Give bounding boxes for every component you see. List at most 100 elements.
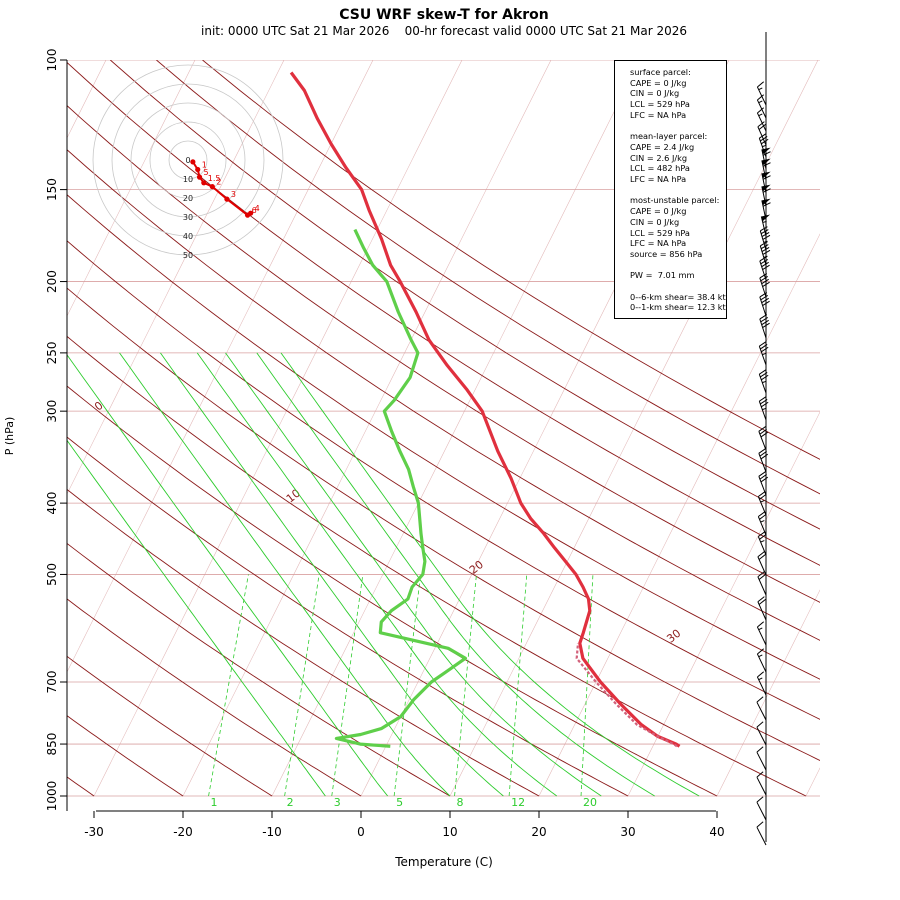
hodograph-point-label: 6 [252, 206, 257, 215]
barb-feather [761, 374, 769, 381]
hodograph-ring-label: 30 [183, 213, 193, 222]
isotherm-line [538, 233, 820, 797]
moist-adiabat-line [196, 352, 558, 797]
barb-feather [760, 295, 769, 301]
mixing-ratio-lines: 1 2 3 5 8 12 20 [67, 352, 700, 809]
wind-barb [759, 241, 771, 266]
mixing-ratio-line [208, 574, 249, 797]
y-tick-label: 250 [45, 341, 59, 364]
dry-adiabat-line [156, 60, 820, 495]
barb-pennant [761, 198, 771, 206]
mean-layer-cin: CIN = 2.6 J/kg [630, 152, 688, 163]
dry-adiabat-line [67, 488, 540, 797]
moist-adiabat-line [67, 354, 389, 797]
most-unstable-cape: CAPE = 0 J/kg [630, 206, 687, 217]
barb-shaft [756, 801, 767, 821]
hodograph-ring-label: 10 [183, 175, 193, 184]
wind-barb [757, 531, 767, 556]
barb-feather [760, 226, 768, 232]
barb-feather [757, 571, 765, 578]
barb-half-feather [760, 540, 765, 543]
isotherm-line [627, 411, 820, 797]
wind-barb [761, 171, 771, 194]
dry-adiabat-line [67, 436, 629, 797]
most-unstable-lcl: LCL = 529 hPa [630, 227, 690, 238]
hodograph-ring [92, 64, 284, 256]
barb-shaft [761, 173, 767, 194]
y-tick-label: 1000 [45, 781, 59, 812]
barb-shaft [756, 653, 767, 673]
barb-half-feather [762, 220, 767, 223]
chart-title: CSU WRF skew-T for Akron [339, 7, 549, 23]
barb-shaft [756, 676, 767, 696]
surface-lcl: LCL = 529 hPa [630, 99, 690, 110]
dry-adiabat-line [110, 60, 820, 530]
parcel-info-box: surface parcel: CAPE = 0 J/kg CIN = 0 J/… [614, 60, 727, 319]
mixing-ratio-label: 8 [457, 796, 464, 809]
wind-barb [756, 746, 767, 771]
sounding-series [289, 71, 681, 748]
hodograph-point-label: 3 [231, 190, 236, 199]
barb-feather [760, 317, 769, 323]
hodograph-point [195, 166, 201, 173]
barb-feather [761, 319, 769, 326]
dry-adiabat-line [67, 385, 718, 797]
isotherm-line [67, 60, 285, 495]
barb-feather [759, 493, 767, 500]
wind-barb [761, 158, 771, 181]
barb-half-feather [758, 100, 763, 104]
barb-shaft [756, 726, 767, 746]
temperature-line [289, 71, 681, 748]
mean-layer-parcel-header: mean-layer parcel: [630, 131, 708, 142]
barb-feather [759, 396, 767, 402]
barb-half-feather [758, 677, 763, 681]
hodograph-point [201, 180, 207, 186]
dry-adiabat-line [67, 104, 820, 603]
wind-barb [757, 571, 767, 596]
barb-shaft [758, 345, 767, 366]
hodograph-point [248, 210, 254, 216]
barb-feather [762, 264, 770, 270]
wind-barb [756, 621, 767, 646]
surface-cape: CAPE = 0 J/kg [630, 77, 687, 88]
barb-feather [756, 796, 764, 803]
mean-layer-lcl: LCL = 482 hPa [630, 163, 690, 174]
hodograph-point [224, 196, 230, 202]
moist-adiabat-line [280, 352, 700, 797]
hodograph-ring-label: 0 [185, 156, 190, 165]
dry-adiabat-line [67, 287, 820, 761]
wind-barb [758, 341, 769, 366]
barb-feather [758, 511, 766, 517]
surface-lfc: LFC = NA hPa [630, 109, 687, 120]
barb-feather [759, 533, 767, 540]
barb-feather [760, 241, 768, 247]
barb-feather [756, 746, 764, 753]
barb-feather [758, 598, 766, 605]
x-axis-label: Temperature (C) [394, 855, 493, 869]
hodograph-ring-label: 50 [183, 251, 193, 260]
barb-feather [762, 300, 770, 306]
barb-shaft [756, 112, 767, 132]
barb-half-feather [760, 520, 765, 523]
hodograph-point-label: 4 [255, 204, 260, 213]
x-tick-label: 0 [357, 825, 365, 839]
most-unstable-cin: CIN = 0 J/kg [630, 216, 680, 227]
mixing-ratio-label: 5 [396, 796, 403, 809]
hodograph-ring [168, 140, 208, 180]
barb-feather [758, 123, 766, 130]
x-tick-label: 20 [531, 825, 546, 839]
shear-0-1km: 0--1-km shear= 12.3 kt [630, 302, 726, 313]
barb-pennant [761, 147, 771, 155]
y-tick-label: 150 [45, 178, 59, 201]
dry-adiabat-label: 40 [819, 665, 838, 684]
barb-shaft [758, 373, 767, 394]
mixing-ratio-label: 3 [334, 796, 341, 809]
wind-barb [756, 771, 767, 796]
dry-adiabat-line [67, 598, 362, 797]
barb-shaft [756, 751, 767, 771]
barb-shaft [758, 137, 767, 158]
wind-barb [756, 721, 767, 746]
barb-feather [757, 81, 765, 88]
barb-feather [759, 273, 768, 279]
barb-half-feather [758, 654, 763, 658]
